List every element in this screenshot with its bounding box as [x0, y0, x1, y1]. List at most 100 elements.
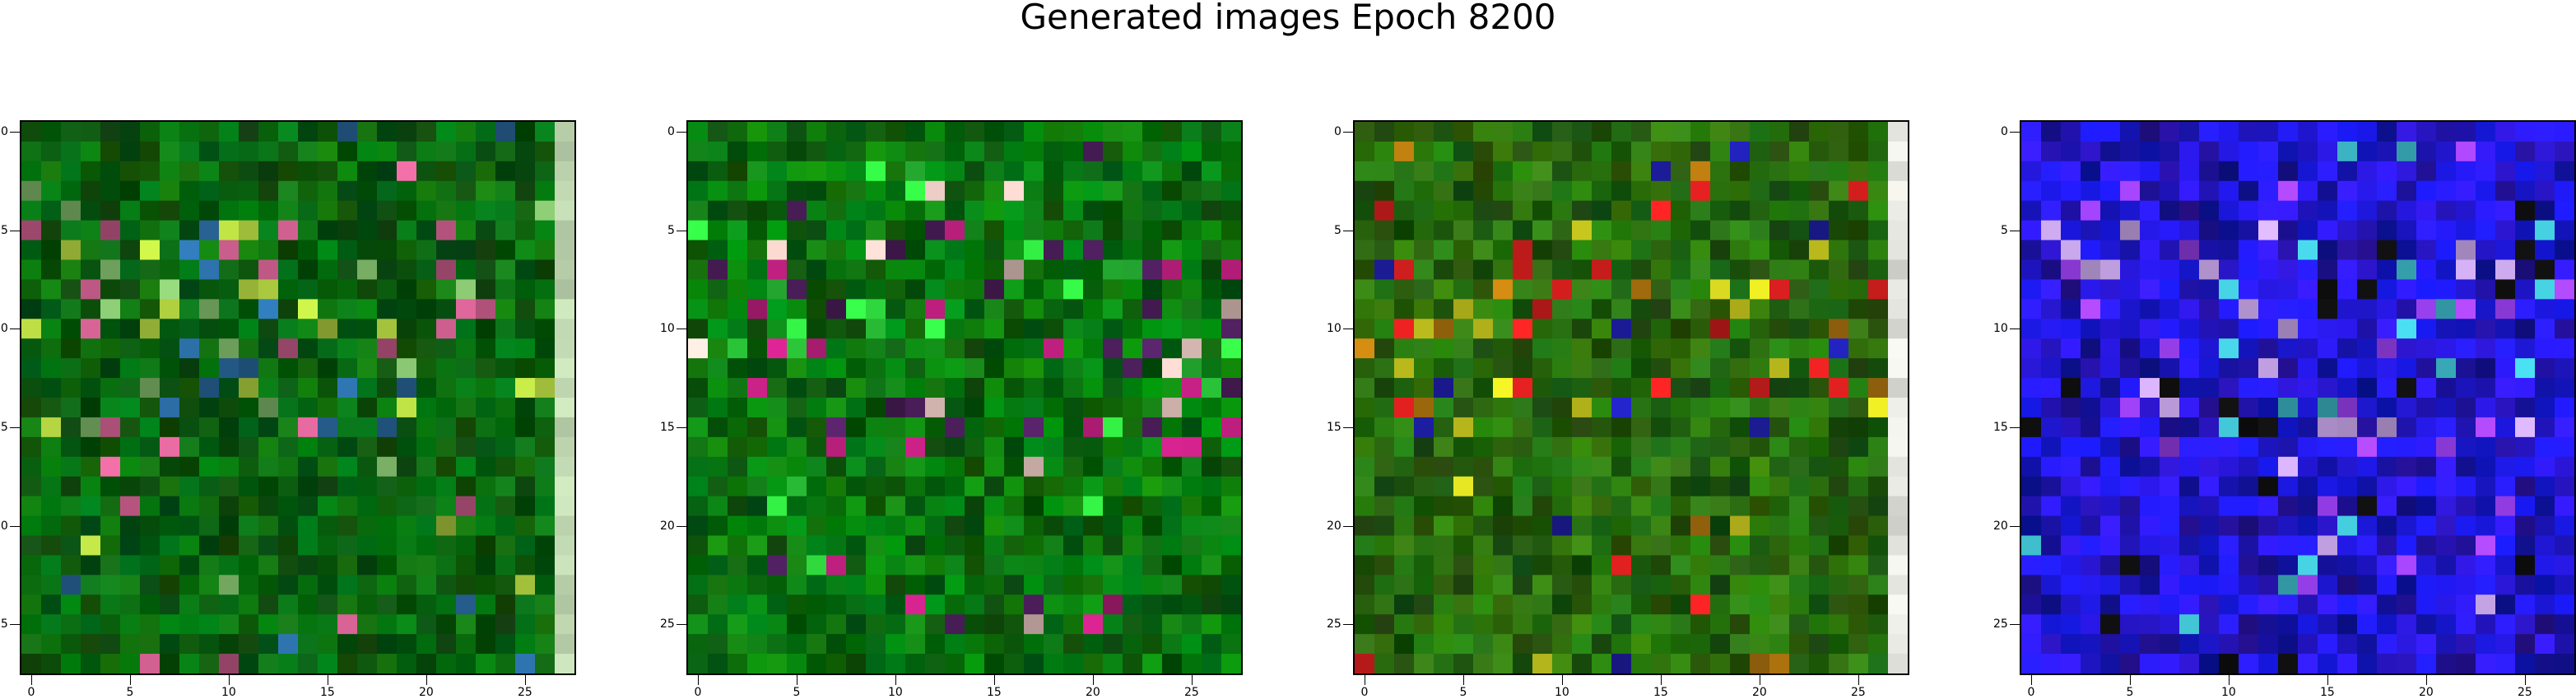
x-tick-label: 0	[27, 686, 35, 699]
heatmap-cell	[179, 259, 200, 281]
heatmap-cell	[1394, 240, 1415, 261]
heatmap-cell	[278, 319, 299, 339]
heatmap-cell	[2495, 319, 2516, 339]
heatmap-cell	[1829, 319, 1849, 339]
heatmap-cell	[826, 279, 847, 300]
heatmap-cell	[318, 338, 338, 359]
heatmap-cell	[925, 338, 946, 359]
heatmap-cell	[2120, 122, 2141, 142]
heatmap-cell	[120, 398, 141, 418]
heatmap-cell	[1044, 141, 1064, 162]
heatmap-cell	[2298, 378, 2318, 398]
heatmap-cell	[1572, 220, 1593, 241]
heatmap-cell	[1750, 378, 1770, 398]
heatmap-cell	[298, 654, 319, 673]
heatmap-cell	[2416, 614, 2437, 635]
heatmap-cell	[965, 299, 985, 319]
heatmap-cell	[436, 417, 457, 438]
heatmap-cell	[199, 180, 220, 202]
heatmap-cell	[2318, 141, 2338, 162]
heatmap-cell	[81, 141, 101, 162]
heatmap-cell	[826, 259, 847, 281]
heatmap-cell	[965, 259, 985, 281]
heatmap-cell	[2278, 575, 2299, 595]
heatmap-cell	[2219, 575, 2239, 595]
heatmap-cell	[1769, 259, 1790, 281]
heatmap-cell	[2140, 358, 2160, 379]
heatmap-cell	[965, 200, 985, 221]
heatmap-cell	[41, 180, 62, 202]
y-tick-label: 20	[660, 519, 675, 533]
heatmap-cell	[1750, 122, 1770, 142]
heatmap-cell	[2436, 180, 2457, 202]
heatmap-cell	[81, 338, 101, 359]
heatmap-cell	[2239, 634, 2259, 655]
heatmap-cell	[2456, 279, 2476, 300]
heatmap-cell	[1710, 279, 1731, 300]
heatmap-cell	[1004, 220, 1025, 241]
heatmap-cell	[2219, 122, 2239, 142]
heatmap-cell	[2337, 141, 2358, 162]
heatmap-cell	[1221, 575, 1241, 595]
heatmap-cell	[2258, 634, 2279, 655]
heatmap-cell	[2081, 299, 2101, 319]
heatmap-cell	[2357, 279, 2378, 300]
heatmap-cell	[2021, 279, 2042, 300]
heatmap-cell	[239, 141, 259, 162]
heatmap-cell	[2100, 436, 2121, 458]
heatmap-cell	[476, 240, 496, 261]
heatmap-cell	[1024, 240, 1044, 261]
heatmap-cell	[1473, 279, 1494, 300]
heatmap-cell	[1044, 279, 1064, 300]
heatmap-cell	[826, 200, 847, 221]
heatmap-cell	[2357, 180, 2378, 202]
heatmap-cell	[61, 456, 81, 478]
heatmap-cell	[1063, 436, 1084, 458]
heatmap-cell	[1453, 200, 1474, 221]
heatmap-cell	[1221, 496, 1241, 517]
heatmap-cell	[100, 180, 121, 202]
heatmap-cell	[2377, 358, 2397, 379]
heatmap-cell	[2239, 240, 2259, 261]
heatmap-cell	[1868, 496, 1889, 517]
heatmap-cell	[1473, 319, 1494, 339]
heatmap-cell	[1829, 141, 1849, 162]
heatmap-cell	[81, 456, 101, 478]
heatmap-cell	[2061, 654, 2081, 673]
heatmap-cell	[1552, 634, 1573, 655]
heatmap-cell	[2278, 555, 2299, 576]
heatmap-cell	[495, 436, 516, 458]
heatmap-cell	[905, 338, 926, 359]
heatmap-cell	[1453, 358, 1474, 379]
heatmap-cell	[1374, 141, 1395, 162]
heatmap-cell	[1004, 456, 1025, 478]
heatmap-cell	[2397, 654, 2417, 673]
heatmap-cell	[140, 358, 160, 379]
y-tick-mark	[10, 131, 20, 133]
heatmap-cell	[1374, 398, 1395, 418]
heatmap-cell	[21, 200, 42, 221]
heatmap-cell	[337, 594, 358, 615]
heatmap-cell	[1868, 575, 1889, 595]
heatmap-cell	[2160, 535, 2180, 557]
heatmap-cell	[1829, 515, 1849, 537]
heatmap-cell	[258, 417, 279, 438]
heatmap-cell	[2061, 594, 2081, 615]
heatmap-cell	[61, 436, 81, 458]
heatmap-cell	[2199, 634, 2220, 655]
heatmap-cell	[1004, 496, 1025, 517]
heatmap-cell	[2476, 496, 2496, 517]
heatmap-cell	[456, 259, 477, 281]
heatmap-cell	[1083, 259, 1104, 281]
heatmap-cell	[1004, 200, 1025, 221]
heatmap-cell	[1434, 417, 1454, 438]
heatmap-cell	[120, 417, 141, 438]
heatmap-cell	[866, 535, 886, 557]
heatmap-cell	[1888, 436, 1908, 458]
heatmap-cell	[2179, 634, 2200, 655]
heatmap-cell	[2258, 122, 2279, 142]
heatmap-cell	[1182, 594, 1202, 615]
heatmap-cell	[239, 338, 259, 359]
heatmap-cell	[2377, 555, 2397, 576]
heatmap-cell	[1809, 436, 1830, 458]
